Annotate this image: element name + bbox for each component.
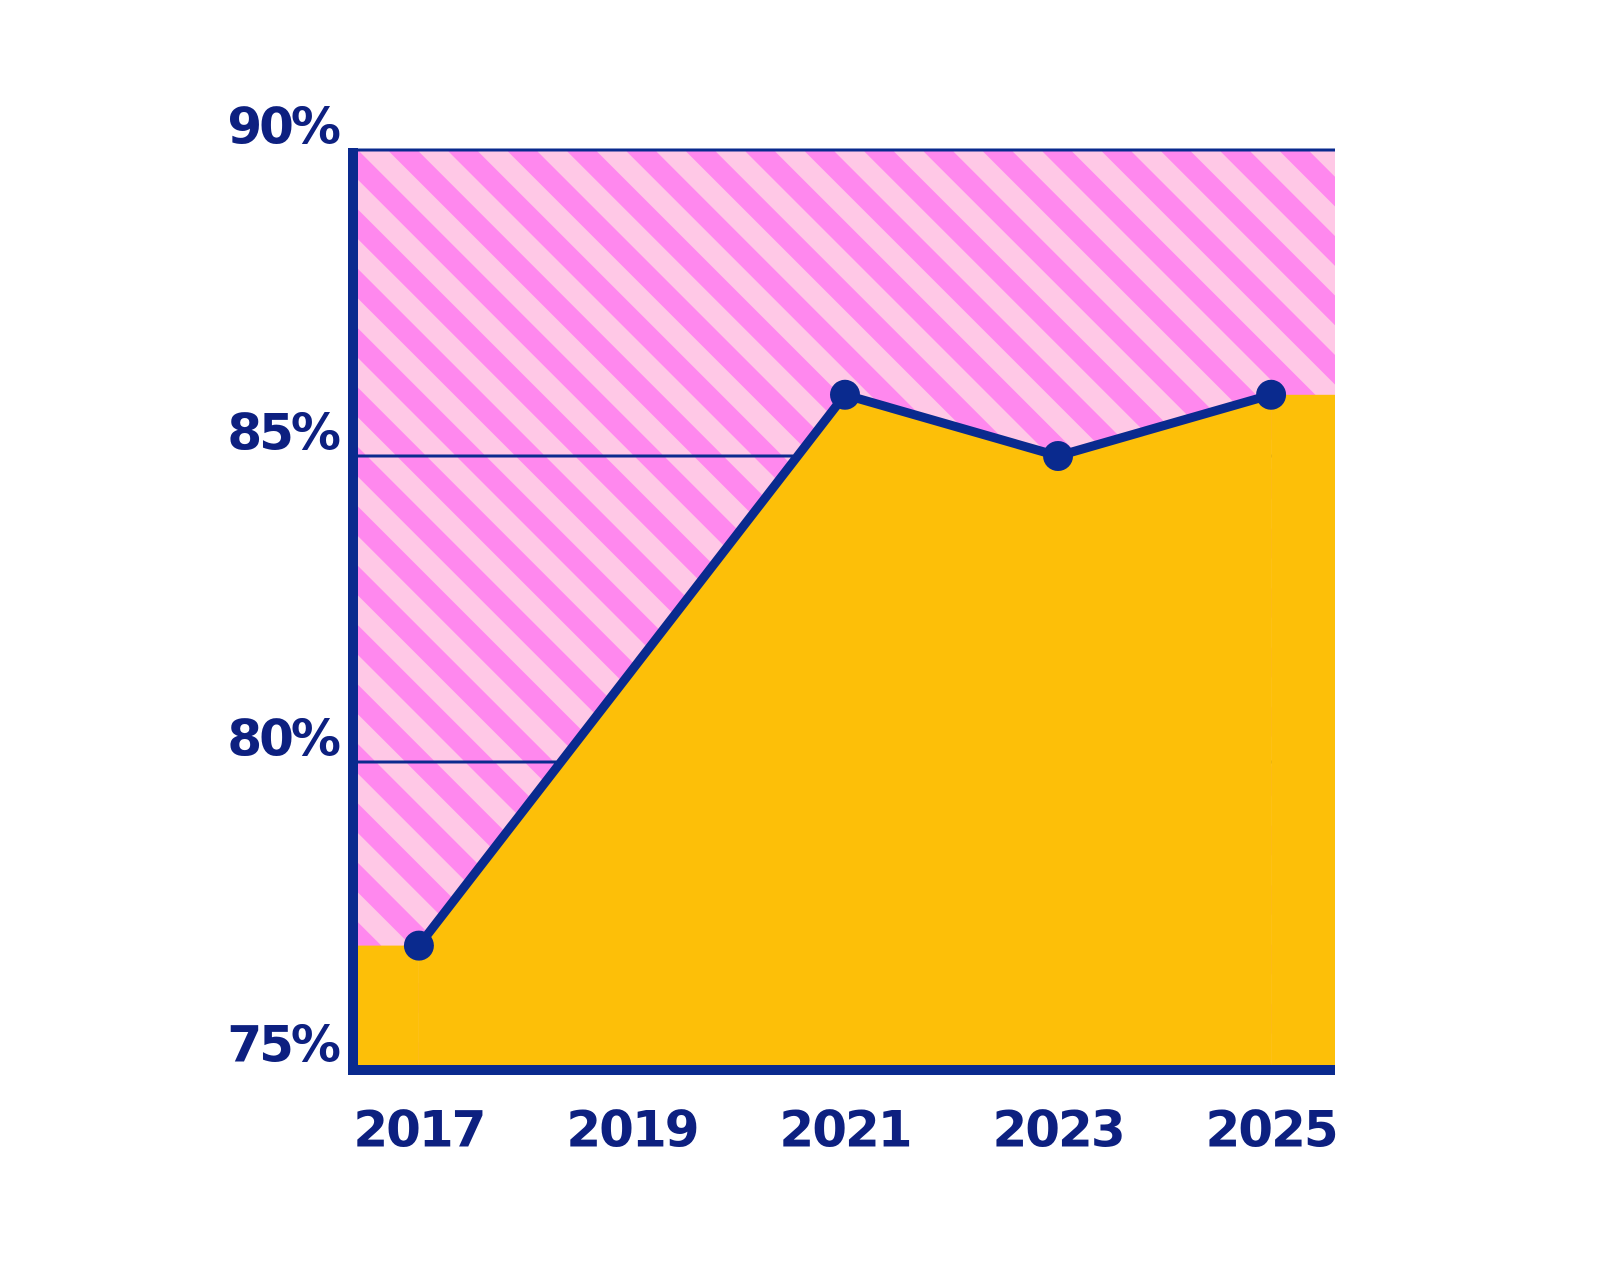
x-tick-label: 2021 (779, 1101, 910, 1159)
line (415, 390, 1273, 949)
area-extension (1271, 394, 1335, 1068)
point (1043, 441, 1074, 471)
x-tick-label: 2019 (566, 1101, 697, 1159)
point (1256, 379, 1287, 410)
y-tick-label: 80% (227, 710, 340, 768)
y-tick-label: 85% (227, 404, 340, 462)
point (830, 379, 860, 410)
y-tick-label: 90% (227, 98, 340, 156)
x-tick-label: 2025 (1206, 1101, 1337, 1159)
point (403, 930, 434, 961)
y-tick-label: 75% (227, 1016, 340, 1074)
x-tick-label: 2017 (353, 1101, 484, 1159)
area (418, 394, 1272, 1068)
x-tick-label: 2023 (992, 1101, 1123, 1159)
area-extension (355, 945, 419, 1068)
